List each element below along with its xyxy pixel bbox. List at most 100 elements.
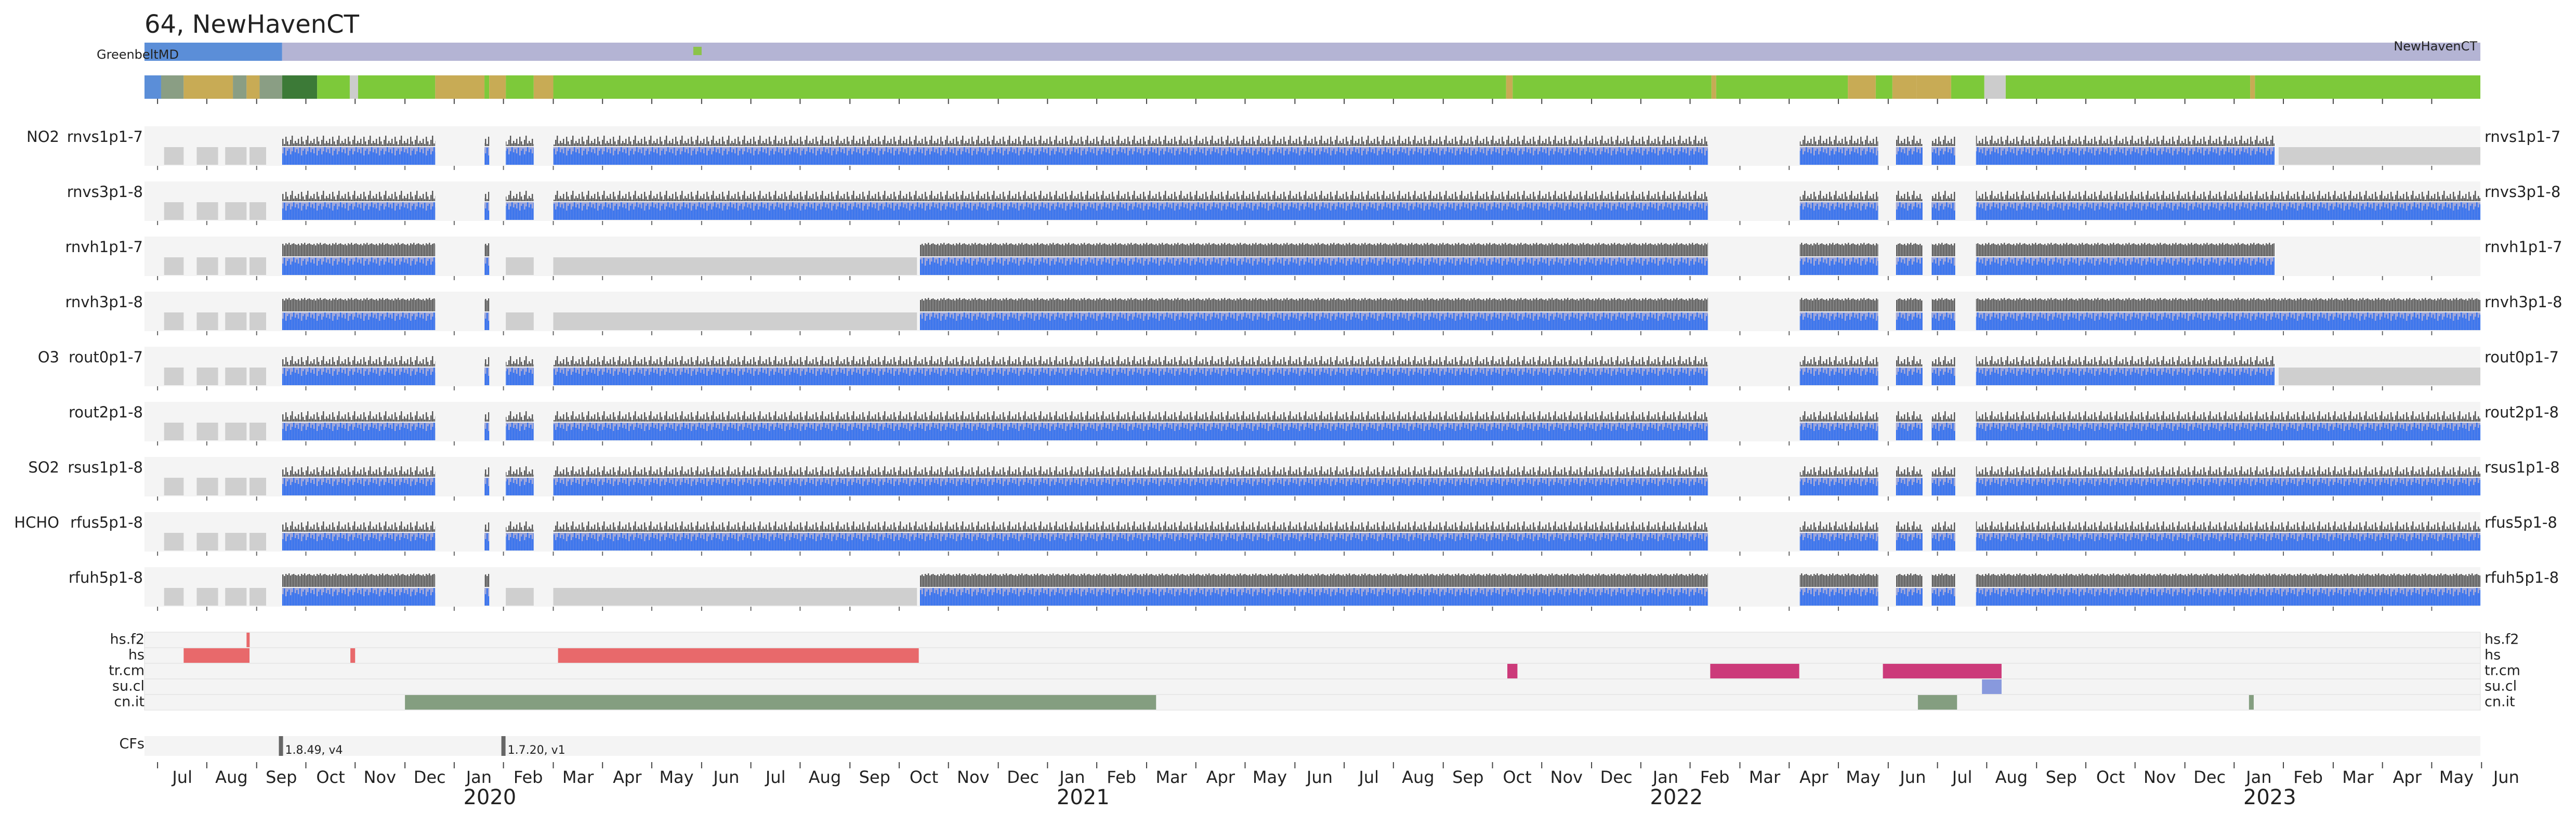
available-span	[1896, 352, 1923, 385]
x-tick-label: Jun	[1306, 767, 1333, 787]
row-group-label: HCHO	[14, 514, 59, 531]
available-span	[484, 517, 490, 551]
missing-span	[225, 588, 247, 606]
missing-span	[249, 147, 267, 165]
row-label: rfuh5p1-8	[69, 569, 143, 586]
missing-span	[553, 312, 917, 330]
x-tick-label: May	[1846, 767, 1880, 787]
flag-span	[1710, 664, 1799, 678]
status-segment	[484, 75, 490, 99]
x-tick-label: Oct	[2096, 767, 2125, 787]
x-tick-label: Jun	[712, 767, 739, 787]
available-span	[553, 517, 1708, 551]
available-span	[484, 242, 490, 275]
row-label-right: rout2p1-8	[2485, 403, 2559, 421]
location-segment	[282, 43, 2481, 61]
available-span	[1896, 517, 1923, 551]
available-span	[282, 572, 436, 606]
missing-span	[164, 257, 184, 275]
available-span	[484, 187, 490, 220]
x-tick-label: Feb	[1700, 767, 1730, 787]
available-span	[553, 132, 1708, 165]
location-label: GreenbeltMD	[97, 47, 179, 62]
x-tick-label: Jan	[2245, 767, 2271, 787]
available-span	[553, 352, 1708, 385]
status-segment	[144, 75, 161, 99]
location-segment	[144, 43, 282, 61]
status-segment	[2005, 75, 2251, 99]
year-label: 2023	[2243, 785, 2296, 809]
x-tick-label: Oct	[1503, 767, 1531, 787]
available-span	[282, 407, 436, 440]
status-segment	[1848, 75, 1876, 99]
available-span	[282, 517, 436, 551]
missing-span	[2278, 368, 2480, 385]
row-label-right: rsus1p1-8	[2485, 459, 2560, 476]
available-span	[1976, 242, 2275, 275]
row-label-right: rnvs1p1-7	[2485, 128, 2560, 146]
missing-span	[164, 202, 184, 220]
row-label-right: rfus5p1-8	[2485, 514, 2557, 531]
x-tick-label: Aug	[215, 767, 247, 787]
available-span	[506, 132, 534, 165]
available-span	[1976, 187, 2480, 220]
cfs-marker-label: 1.8.49, v4	[285, 744, 343, 757]
x-tick-label: Sep	[266, 767, 297, 787]
status-segment	[161, 75, 184, 99]
status-segment	[358, 75, 436, 99]
row-label-right: rout0p1-7	[2485, 348, 2559, 366]
x-tick-label: Dec	[2193, 767, 2226, 787]
flag-background	[144, 663, 2481, 679]
flag-label-right: hs.f2	[2485, 632, 2519, 648]
flag-label-right: tr.cm	[2485, 663, 2520, 679]
flag-label-right: hs	[2485, 647, 2501, 663]
flag-label: tr.cm	[109, 663, 144, 679]
x-tick-label: Apr	[1799, 767, 1829, 787]
available-span	[1799, 517, 1878, 551]
x-tick-label: Jan	[1058, 767, 1085, 787]
available-span	[1799, 462, 1878, 495]
x-tick-label: Jun	[1899, 767, 1926, 787]
flag-span	[558, 648, 919, 663]
available-span	[1976, 407, 2480, 440]
status-segment	[1916, 75, 1951, 99]
status-segment	[1875, 75, 1892, 99]
x-tick-label: Mar	[1155, 767, 1187, 787]
flag-label: hs	[128, 647, 144, 663]
flag-span	[1982, 679, 2002, 694]
missing-span	[249, 368, 267, 385]
missing-span	[249, 533, 267, 551]
flag-background	[144, 678, 2481, 695]
available-span	[919, 572, 1708, 606]
missing-span	[164, 533, 184, 551]
x-tick-label: Jan	[465, 767, 492, 787]
flag-span	[2249, 695, 2254, 710]
available-span	[1799, 242, 1878, 275]
missing-span	[225, 147, 247, 165]
chart-title: 64, NewHavenCT	[144, 10, 360, 39]
missing-span	[506, 588, 534, 606]
available-span	[919, 297, 1708, 330]
x-tick-label: Oct	[316, 767, 345, 787]
x-tick-label: Nov	[957, 767, 989, 787]
flag-label-right: su.cl	[2485, 678, 2517, 695]
status-segment	[1506, 75, 1513, 99]
missing-span	[225, 312, 247, 330]
missing-span	[506, 257, 534, 275]
available-span	[484, 462, 490, 495]
flag-label: hs.f2	[110, 632, 144, 648]
available-span	[1976, 572, 2480, 606]
x-tick-label: Oct	[910, 767, 938, 787]
flag-span	[183, 648, 250, 663]
x-tick-label: Sep	[1452, 767, 1483, 787]
status-segment	[506, 75, 534, 99]
x-tick-label: Aug	[809, 767, 841, 787]
missing-span	[164, 588, 184, 606]
missing-span	[249, 312, 267, 330]
x-tick-label: Jul	[765, 767, 786, 787]
status-segment	[489, 75, 506, 99]
available-span	[1799, 187, 1878, 220]
